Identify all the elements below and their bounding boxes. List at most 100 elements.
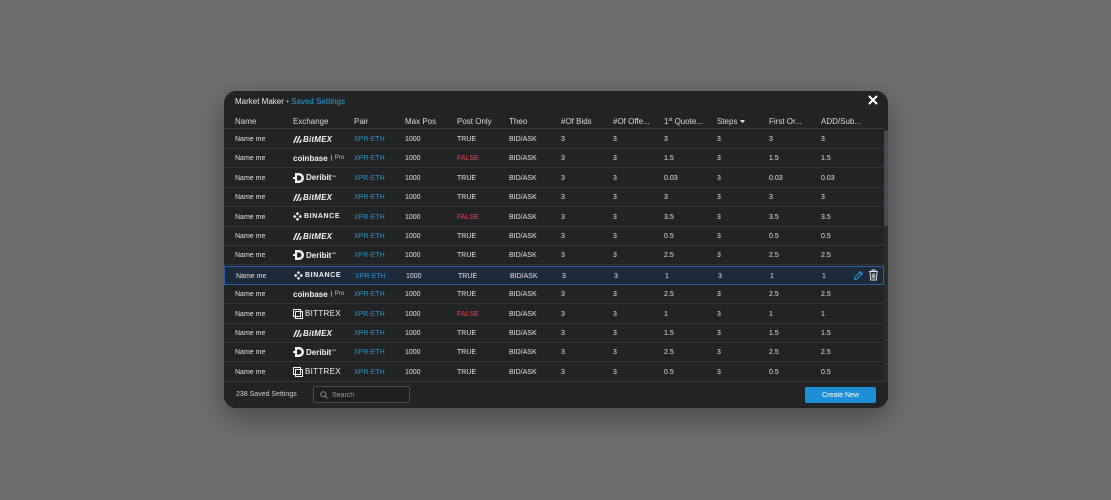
table-row[interactable]: Name me Deribit ™ XPR-ETH 1000 TRUE BID/A…	[224, 246, 884, 266]
create-new-button[interactable]: Create New	[805, 387, 876, 403]
row-first-order: 2.5	[769, 252, 779, 260]
search-input[interactable]	[332, 389, 407, 401]
first-quote-sup: st	[668, 117, 673, 123]
row-offers: 3	[613, 291, 617, 299]
first-quote-prefix: 1	[664, 117, 669, 126]
column-header-pair[interactable]: Pair	[354, 117, 369, 126]
row-theo: BID/ASK	[509, 291, 537, 299]
steps-label: Steps	[717, 117, 738, 126]
row-offers: 3	[613, 136, 617, 143]
column-header-first-order[interactable]: First Or...	[769, 117, 802, 126]
row-steps: 3	[717, 213, 721, 221]
row-post-only: TRUE	[457, 194, 477, 202]
row-add-sub: 2.5	[821, 291, 831, 299]
row-first-order: 0.5	[769, 368, 779, 376]
row-steps: 3	[717, 174, 721, 182]
row-steps: 3	[717, 136, 721, 143]
table-row[interactable]: Name me coinbase Pro XPR-ETH 1000 TRUE BI…	[224, 285, 884, 305]
coinbase-logo-text: coinbase	[293, 289, 328, 299]
row-exchange: BITTREX	[293, 308, 341, 321]
row-add-sub: 2.5	[821, 349, 831, 357]
column-header-name[interactable]: Name	[235, 117, 257, 126]
row-pair[interactable]: XPR-ETH	[354, 174, 385, 182]
row-exchange: BITTREX	[293, 366, 341, 379]
row-offers: 3	[613, 174, 617, 182]
row-pair[interactable]: XPR-ETH	[355, 272, 386, 280]
pencil-icon[interactable]	[853, 270, 864, 281]
row-max-pos: 1000	[405, 310, 421, 318]
row-max-pos: 1000	[405, 194, 421, 202]
row-offers: 3	[613, 310, 617, 318]
row-first-quote: 1	[664, 310, 668, 318]
row-first-quote: 1	[665, 272, 669, 280]
row-pair[interactable]: XPR-ETH	[354, 368, 385, 376]
row-add-sub: 3.5	[821, 213, 831, 221]
row-first-quote: 2.5	[664, 252, 674, 260]
row-offers: 3	[613, 194, 617, 202]
row-bids: 3	[561, 233, 565, 240]
bittrex-logo-text: BITTREX	[305, 367, 341, 377]
binance-logo: BINANCE	[294, 270, 341, 282]
table-row[interactable]: Name me BitMEX XPR-ETH 1000 TRUE BID/ASK…	[224, 130, 884, 149]
market-maker-modal: Market Maker • Saved Settings Name Excha…	[224, 91, 888, 408]
row-first-quote: 3	[664, 194, 668, 202]
trash-icon[interactable]	[868, 269, 879, 281]
row-bids: 3	[561, 349, 565, 357]
row-max-pos: 1000	[405, 136, 421, 143]
row-pair[interactable]: XPR-ETH	[354, 330, 385, 337]
row-first-quote: 2.5	[664, 291, 674, 299]
row-pair[interactable]: XPR-ETH	[354, 155, 385, 163]
deribit-logo-text: Deribit	[306, 347, 332, 357]
row-first-order: 3	[769, 194, 773, 202]
deribit-logo: Deribit ™	[293, 346, 336, 358]
row-first-order: 1.5	[769, 155, 779, 163]
bitmex-logo-text: BitMEX	[303, 192, 333, 202]
table-row[interactable]: Name me Deribit ™ XPR-ETH 1000 TRUE BID/A…	[224, 169, 884, 188]
close-icon[interactable]	[867, 94, 879, 106]
table-row[interactable]: Name me BITTREX XPR-ETH 1000 TRUE BID/AS…	[224, 363, 884, 382]
column-header-add-sub[interactable]: ADD/Sub...	[821, 117, 862, 126]
row-exchange: coinbase Pro	[293, 288, 344, 300]
saved-settings-count: 238 Saved Settings	[236, 391, 297, 398]
scrollbar-thumb[interactable]	[884, 130, 888, 226]
row-pair[interactable]: XPR-ETH	[354, 213, 385, 221]
table-row[interactable]: Name me coinbase Pro XPR-ETH 1000 FALSE B…	[224, 149, 884, 169]
row-post-only: FALSE	[457, 310, 479, 318]
row-name: Name me	[235, 368, 266, 376]
row-pair[interactable]: XPR-ETH	[354, 136, 385, 143]
table-row[interactable]: Name me BitMEX XPR-ETH 1000 TRUE BID/ASK…	[224, 227, 884, 246]
table-scrollbar[interactable]	[884, 130, 888, 382]
row-add-sub: 1	[822, 272, 826, 280]
bitmex-mark-icon	[293, 193, 302, 201]
row-pair[interactable]: XPR-ETH	[354, 291, 385, 299]
table-row[interactable]: Name me BINANCE XPR-ETH 1000 FALSE BID/A…	[224, 208, 884, 227]
row-pair[interactable]: XPR-ETH	[354, 252, 385, 260]
row-pair[interactable]: XPR-ETH	[354, 194, 385, 202]
column-header-post-only[interactable]: Post Only	[457, 117, 492, 126]
row-first-order: 0.03	[769, 174, 783, 182]
table-row[interactable]: Name me Deribit ™ XPR-ETH 1000 TRUE BID/A…	[224, 343, 884, 363]
column-header-bids[interactable]: #Of Bids	[561, 117, 592, 126]
row-theo: BID/ASK	[510, 272, 538, 280]
row-first-quote: 2.5	[664, 349, 674, 357]
column-header-first-quote[interactable]: 1st Quote...	[664, 117, 703, 126]
row-pair[interactable]: XPR-ETH	[354, 349, 385, 357]
column-header-theo[interactable]: Theo	[509, 117, 528, 126]
table-row[interactable]: Name me BitMEX XPR-ETH 1000 TRUE BID/ASK…	[224, 324, 884, 343]
table-row[interactable]: Name me BitMEX XPR-ETH 1000 TRUE BID/ASK…	[224, 188, 884, 208]
column-header-offers[interactable]: #Of Offe...	[613, 117, 650, 126]
table-row[interactable]: Name me BINANCE XPR-ETH 1000 TRUE BID/AS…	[224, 265, 884, 285]
coinbase-pro-text: Pro	[330, 291, 344, 298]
binance-mark-icon	[294, 271, 303, 281]
column-header-max-pos[interactable]: Max Pos	[405, 117, 437, 126]
row-max-pos: 1000	[405, 368, 421, 376]
row-first-order: 1	[769, 310, 773, 318]
table-row[interactable]: Name me BITTREX XPR-ETH 1000 FALSE BID/A…	[224, 305, 884, 324]
row-theo: BID/ASK	[509, 310, 537, 318]
row-pair[interactable]: XPR-ETH	[354, 310, 385, 318]
row-pair[interactable]: XPR-ETH	[354, 233, 385, 240]
column-header-exchange[interactable]: Exchange	[293, 117, 329, 126]
bittrex-logo: BITTREX	[293, 308, 341, 320]
search-box[interactable]	[313, 386, 410, 403]
column-header-steps[interactable]: Steps	[717, 117, 745, 126]
